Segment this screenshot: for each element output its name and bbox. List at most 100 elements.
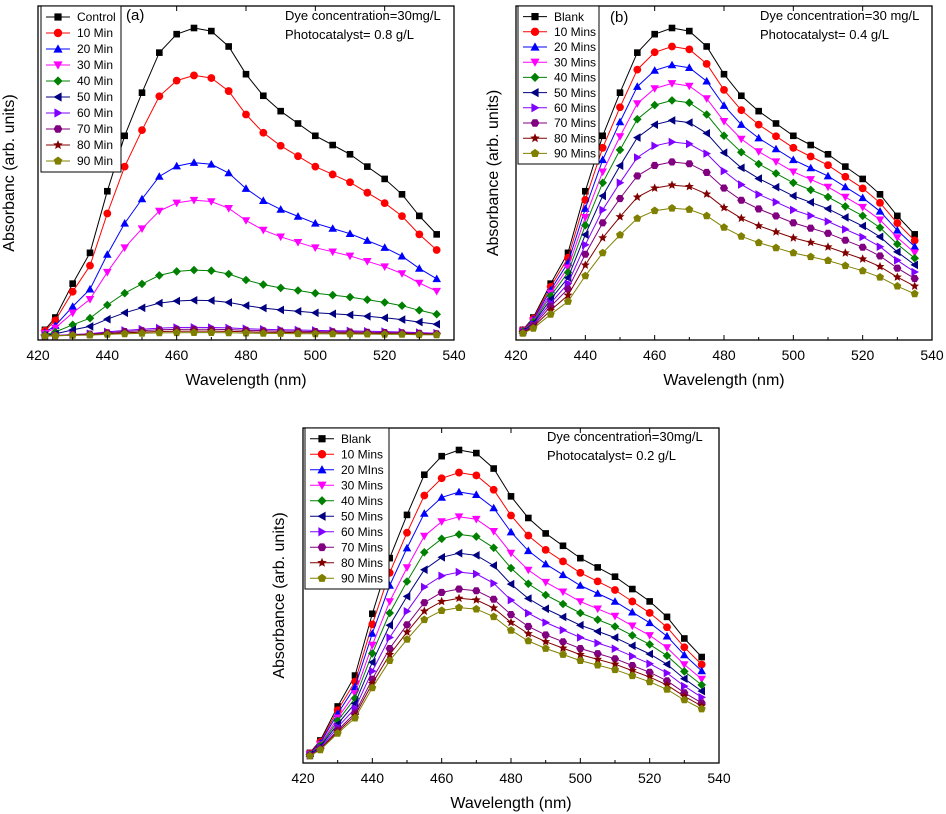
data-point: Blank: 515 nm [842, 163, 849, 170]
data-point: Control: 530 nm [416, 212, 423, 220]
data-point: 90 Mins: 435 nm [351, 713, 359, 722]
data-point: 50 Min: 435 nm [85, 322, 94, 331]
data-point: 30 Mins: 510 nm [823, 183, 833, 192]
data-point: 70 Mins: 440 nm [581, 250, 590, 258]
data-point: 30 Mins: 530 nm [893, 234, 902, 242]
data-point: 40 Min: 455 nm [155, 271, 164, 280]
data-point: 60 Mins: 510 nm [611, 644, 620, 653]
data-point: 20 Mins: 445 nm [598, 155, 607, 164]
data-point: 60 Mins: 445 nm [386, 633, 394, 642]
legend-marker [53, 76, 63, 86]
series-line [44, 162, 437, 333]
legend-marker [317, 496, 327, 506]
legend-label: 10 Min [77, 26, 113, 40]
data-point: 90 Min: 520 nm [380, 330, 389, 338]
data-point: 50 Mins: 510 nm [610, 633, 619, 642]
legend-marker [530, 148, 540, 157]
data-point: 40 Mins: 505 nm [806, 185, 815, 195]
data-point: 60 Mins: 510 nm [824, 217, 833, 226]
data-point: 20 MIns: 510 nm [610, 597, 620, 605]
data-point: 80 Mins: 480 nm [506, 617, 516, 627]
data-point: 10 Mins: 535 nm [697, 660, 706, 669]
data-point: 40 Min: 480 nm [241, 275, 251, 285]
data-point: 30 Min: 505 nm [328, 248, 337, 257]
data-point: Blank: 530 nm [681, 635, 688, 642]
data-point: 40 Min: 450 nm [137, 279, 147, 289]
dye-concentration-note: Dye concentration=30mg/L [547, 429, 703, 444]
data-point: 50 Min: 475 nm [224, 298, 232, 307]
data-point: 80 Mins: 470 nm [471, 595, 481, 604]
data-point: 40 Mins: 500 nm [789, 178, 798, 188]
data-point: Control: 430 nm [69, 280, 76, 287]
data-point: Blank: 510 nm [611, 573, 619, 580]
data-point: 10 Mins: 470 nm [685, 45, 694, 54]
data-point: 10 Mins: 515 nm [628, 597, 637, 606]
data-point: 20 Mins: 460 nm [650, 66, 659, 74]
dye-concentration-note: Dye concentration=30mg/L [285, 8, 441, 23]
data-point: 40 Mins: 520 nm [645, 640, 654, 649]
data-point: 10 Mins: 455 nm [420, 491, 429, 500]
data-point: 50 Min: 515 nm [363, 312, 371, 321]
data-point: Blank: 480 nm [507, 493, 515, 500]
legend-label: 10 Mins [554, 25, 596, 39]
data-point: 60 Mins: 505 nm [807, 211, 815, 220]
data-point: 30 Min: 445 nm [120, 244, 129, 252]
data-point: 30 Min: 495 nm [293, 239, 303, 247]
data-point: 90 Mins: 500 nm [789, 248, 798, 257]
data-point: 90 Mins: 422 nm [305, 751, 314, 760]
data-point: 90 Mins: 480 nm [720, 223, 728, 231]
data-point: 10 Mins: 475 nm [702, 59, 711, 68]
data-point: 40 Min: 440 nm [103, 300, 112, 310]
data-point: 50 Mins: 450 nm [615, 161, 624, 170]
data-point: 50 Mins: 455 nm [420, 565, 428, 574]
data-point: 30 Min: 510 nm [345, 252, 355, 261]
data-point: 90 Mins: 510 nm [611, 665, 619, 674]
data-point: Blank: 505 nm [594, 564, 601, 571]
data-point: 40 Min: 525 nm [397, 301, 407, 310]
data-point: 20 Min: 445 nm [120, 219, 129, 227]
data-point: Control: 510 nm [346, 150, 354, 158]
series-line [309, 533, 703, 755]
data-point: 60 Mins: 500 nm [577, 633, 585, 642]
data-point: 40 Min: 500 nm [311, 288, 320, 298]
legend-marker [53, 92, 62, 102]
data-point: 30 Mins: 535 nm [910, 249, 919, 257]
data-point: 80 Mins: 505 nm [593, 654, 603, 664]
data-point: 70 Mins: 500 nm [576, 645, 585, 653]
data-point: 50 Mins: 535 nm [697, 686, 705, 696]
data-point: 70 Mins: 530 nm [893, 264, 902, 272]
data-point: Control: 515 nm [364, 163, 371, 170]
data-point: 50 Mins: 485 nm [737, 163, 745, 173]
legend-marker [54, 108, 63, 118]
data-point: 60 Mins: 455 nm [421, 582, 429, 592]
data-point: 50 Min: 480 nm [241, 301, 250, 310]
data-point: 90 Mins: 490 nm [541, 644, 550, 652]
data-point: 70 Mins: 490 nm [754, 205, 763, 213]
data-point: 60 Mins: 460 nm [438, 571, 446, 581]
data-point: 30 Min: 430 nm [68, 309, 77, 318]
data-point: 40 Mins: 520 nm [858, 211, 867, 221]
data-point: Control: 465 nm [190, 24, 198, 32]
data-point: 70 Mins: 465 nm [454, 585, 464, 593]
data-point: 20 MIns: 440 nm [368, 629, 377, 637]
data-point: 40 Mins: 515 nm [841, 202, 850, 211]
x-tick-label: 460 [430, 770, 454, 786]
data-point: 10 Mins: 460 nm [437, 474, 446, 483]
data-point: 90 Mins: 440 nm [368, 683, 377, 692]
data-point: 30 Mins: 515 nm [841, 193, 850, 202]
legend-label: 30 Min [77, 58, 113, 72]
data-point: 30 Mins: 535 nm [697, 675, 706, 684]
data-point: 40 Mins: 465 nm [667, 96, 677, 105]
legend-marker [53, 28, 63, 38]
series-90-mins: 90 Mins: 422 nm90 Mins: 425 nm 90 Mins: 4… [518, 204, 919, 337]
data-point: 40 Mins: 470 nm [685, 98, 694, 107]
data-point: 50 Mins: 490 nm [541, 604, 549, 614]
legend: Control 10 Min 20 Min 30 Min 40 Min 50 Min 60 … [40, 5, 122, 173]
data-point: 20 Mins: 480 nm [719, 101, 729, 109]
data-point: Control: 470 nm [208, 27, 215, 35]
data-point: Control: 500 nm [312, 132, 319, 140]
data-point: 30 Mins: 470 nm [472, 515, 481, 524]
data-point: 10 Min: 495 nm [294, 152, 302, 161]
data-point: 30 Mins: 465 nm [454, 513, 464, 521]
